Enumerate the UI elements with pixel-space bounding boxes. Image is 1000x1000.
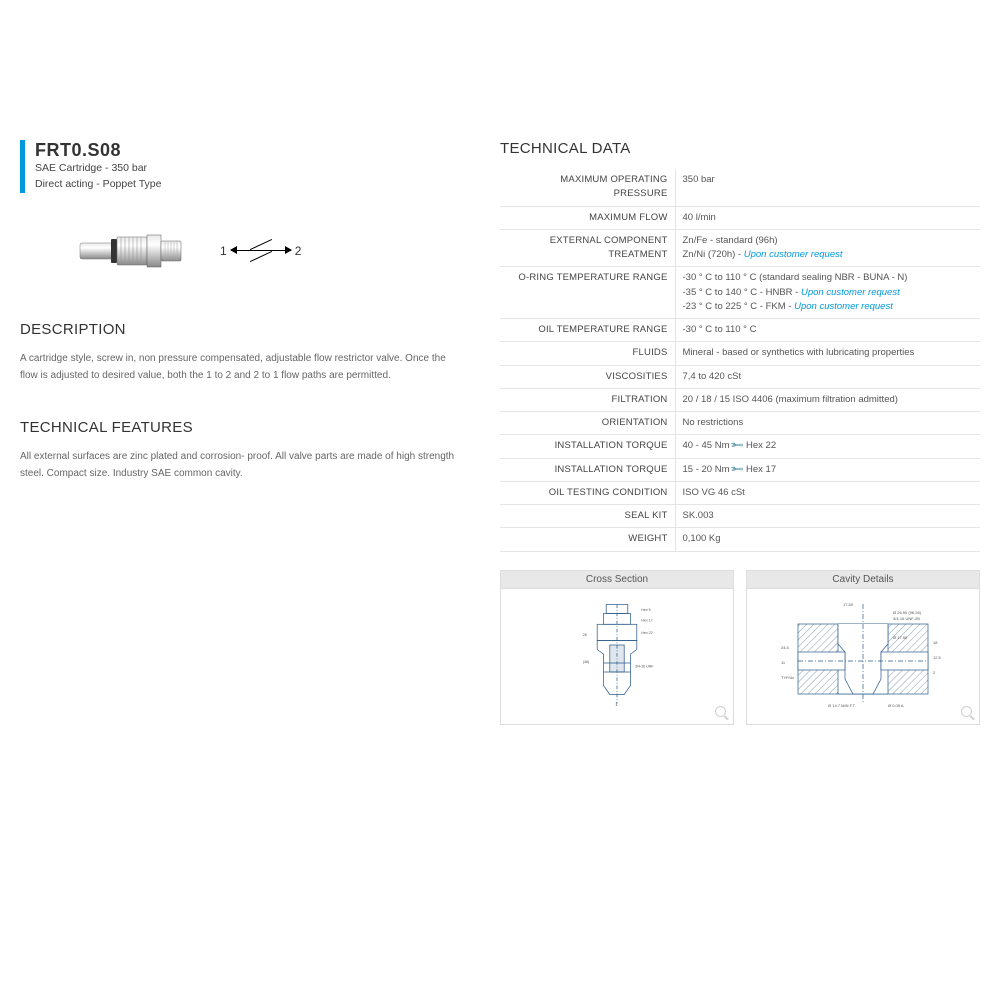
techdata-label: MAXIMUM OPERATING PRESSURE: [500, 169, 675, 206]
techdata-value: -30 ° C to 110 ° C (standard sealing NBR…: [675, 267, 980, 319]
techdata-label: OIL TESTING CONDITION: [500, 481, 675, 504]
description-heading: DESCRIPTION: [20, 321, 460, 338]
features-text: All external surfaces are zinc plated an…: [20, 448, 460, 482]
svg-text:3/4-16 UNF-2B: 3/4-16 UNF-2B: [893, 616, 920, 621]
svg-text:2: 2: [933, 670, 936, 675]
techdata-row: INSTALLATION TORQUE40 - 45 Nm 🔧 Hex 22: [500, 435, 980, 458]
techdata-label: EXTERNAL COMPONENT TREATMENT: [500, 229, 675, 267]
product-subtitle-1: SAE Cartridge - 350 bar: [35, 161, 161, 177]
svg-text:Ø 0.05 A: Ø 0.05 A: [888, 703, 904, 708]
cartridge-icon: [75, 221, 195, 281]
port-1-label: 1: [220, 244, 227, 258]
svg-text:TYP/4x: TYP/4x: [781, 675, 794, 680]
techdata-value: No restrictions: [675, 412, 980, 435]
techdata-label: SEAL KIT: [500, 505, 675, 528]
cross-section-drawing: Hex 5 Hex 17 Hex 22 3/4-16 UNF 1 (48) 26: [572, 594, 662, 714]
techdata-value: 0,100 Kg: [675, 528, 980, 551]
cross-section-panel[interactable]: Cross Section Hex 5: [500, 570, 734, 725]
svg-text:3/4-16 UNF: 3/4-16 UNF: [635, 664, 654, 668]
right-column: TECHNICAL DATA MAXIMUM OPERATING PRESSUR…: [500, 140, 980, 725]
techdata-row: MAXIMUM OPERATING PRESSURE350 bar: [500, 169, 980, 206]
techdata-label: VISCOSITIES: [500, 365, 675, 388]
accent-bar: [20, 140, 25, 193]
svg-text:1: 1: [615, 701, 618, 706]
techdata-row: O-RING TEMPERATURE RANGE-30 ° C to 110 °…: [500, 267, 980, 319]
techdata-row: EXTERNAL COMPONENT TREATMENTZn/Fe - stan…: [500, 229, 980, 267]
techdata-value: SK.003: [675, 505, 980, 528]
techdata-row: FLUIDSMineral - based or synthetics with…: [500, 342, 980, 365]
techdata-heading: TECHNICAL DATA: [500, 140, 980, 157]
techdata-value: 7,4 to 420 cSt: [675, 365, 980, 388]
techdata-row: OIL TESTING CONDITIONISO VG 46 cSt: [500, 481, 980, 504]
page-container: FRT0.S08 SAE Cartridge - 350 bar Direct …: [20, 140, 980, 725]
cavity-details-heading: Cavity Details: [747, 571, 979, 589]
techdata-value: Zn/Fe - standard (96h)Zn/Ni (720h) - Upo…: [675, 229, 980, 267]
svg-text:Hex 5: Hex 5: [641, 607, 650, 611]
techdata-label: INSTALLATION TORQUE: [500, 435, 675, 458]
svg-text:11: 11: [781, 660, 786, 665]
title-block: FRT0.S08 SAE Cartridge - 350 bar Direct …: [20, 140, 460, 193]
zoom-icon[interactable]: [961, 706, 975, 720]
product-code: FRT0.S08: [35, 140, 161, 161]
cross-section-heading: Cross Section: [501, 571, 733, 589]
svg-text:18: 18: [933, 640, 938, 645]
techdata-row: WEIGHT0,100 Kg: [500, 528, 980, 551]
techdata-label: ORIENTATION: [500, 412, 675, 435]
techdata-row: OIL TEMPERATURE RANGE-30 ° C to 110 ° C: [500, 319, 980, 342]
techdata-value: 350 bar: [675, 169, 980, 206]
cavity-details-panel[interactable]: Cavity Details: [746, 570, 980, 725]
techdata-value: 15 - 20 Nm 🔧 Hex 17: [675, 458, 980, 481]
techdata-row: INSTALLATION TORQUE15 - 20 Nm 🔧 Hex 17: [500, 458, 980, 481]
techdata-value: Mineral - based or synthetics with lubri…: [675, 342, 980, 365]
svg-text:Hex 22: Hex 22: [641, 631, 652, 635]
svg-text:26: 26: [583, 633, 587, 637]
port-2-label: 2: [295, 244, 302, 258]
svg-text:12.5: 12.5: [933, 655, 942, 660]
diagrams-row: Cross Section Hex 5: [500, 570, 980, 725]
cavity-drawing: 17.50 Ø 26.90 (96.26) 3/4-16 UNF-2B Ø 17…: [773, 594, 953, 714]
techdata-row: VISCOSITIES7,4 to 420 cSt: [500, 365, 980, 388]
techdata-label: WEIGHT: [500, 528, 675, 551]
techdata-value: 40 l/min: [675, 206, 980, 229]
techdata-label: O-RING TEMPERATURE RANGE: [500, 267, 675, 319]
techdata-row: MAXIMUM FLOW40 l/min: [500, 206, 980, 229]
techdata-value: ISO VG 46 cSt: [675, 481, 980, 504]
zoom-icon[interactable]: [715, 706, 729, 720]
techdata-row: FILTRATION20 / 18 / 15 ISO 4406 (maximum…: [500, 388, 980, 411]
svg-text:24.5: 24.5: [781, 645, 790, 650]
techdata-label: FILTRATION: [500, 388, 675, 411]
svg-text:(48): (48): [583, 660, 589, 664]
techdata-label: MAXIMUM FLOW: [500, 206, 675, 229]
techdata-label: FLUIDS: [500, 342, 675, 365]
techdata-row: ORIENTATIONNo restrictions: [500, 412, 980, 435]
techdata-value: -30 ° C to 110 ° C: [675, 319, 980, 342]
svg-text:Ø 14.7 MIN F.T.: Ø 14.7 MIN F.T.: [828, 703, 856, 708]
techdata-value: 20 / 18 / 15 ISO 4406 (maximum filtratio…: [675, 388, 980, 411]
techdata-table: MAXIMUM OPERATING PRESSURE350 barMAXIMUM…: [500, 169, 980, 552]
product-image-area: 1 2: [75, 211, 460, 291]
svg-text:Ø 17.50: Ø 17.50: [893, 635, 908, 640]
hydraulic-schematic: 1 2: [220, 244, 301, 258]
description-text: A cartridge style, screw in, non pressur…: [20, 350, 460, 384]
svg-text:17.50: 17.50: [843, 602, 854, 607]
product-subtitle-2: Direct acting - Poppet Type: [35, 177, 161, 193]
techdata-value: 40 - 45 Nm 🔧 Hex 22: [675, 435, 980, 458]
techdata-label: OIL TEMPERATURE RANGE: [500, 319, 675, 342]
left-column: FRT0.S08 SAE Cartridge - 350 bar Direct …: [20, 140, 460, 725]
techdata-label: INSTALLATION TORQUE: [500, 458, 675, 481]
techdata-row: SEAL KITSK.003: [500, 505, 980, 528]
features-heading: TECHNICAL FEATURES: [20, 419, 460, 436]
svg-text:Ø 26.90 (96.26): Ø 26.90 (96.26): [893, 610, 922, 615]
svg-text:Hex 17: Hex 17: [641, 618, 652, 622]
